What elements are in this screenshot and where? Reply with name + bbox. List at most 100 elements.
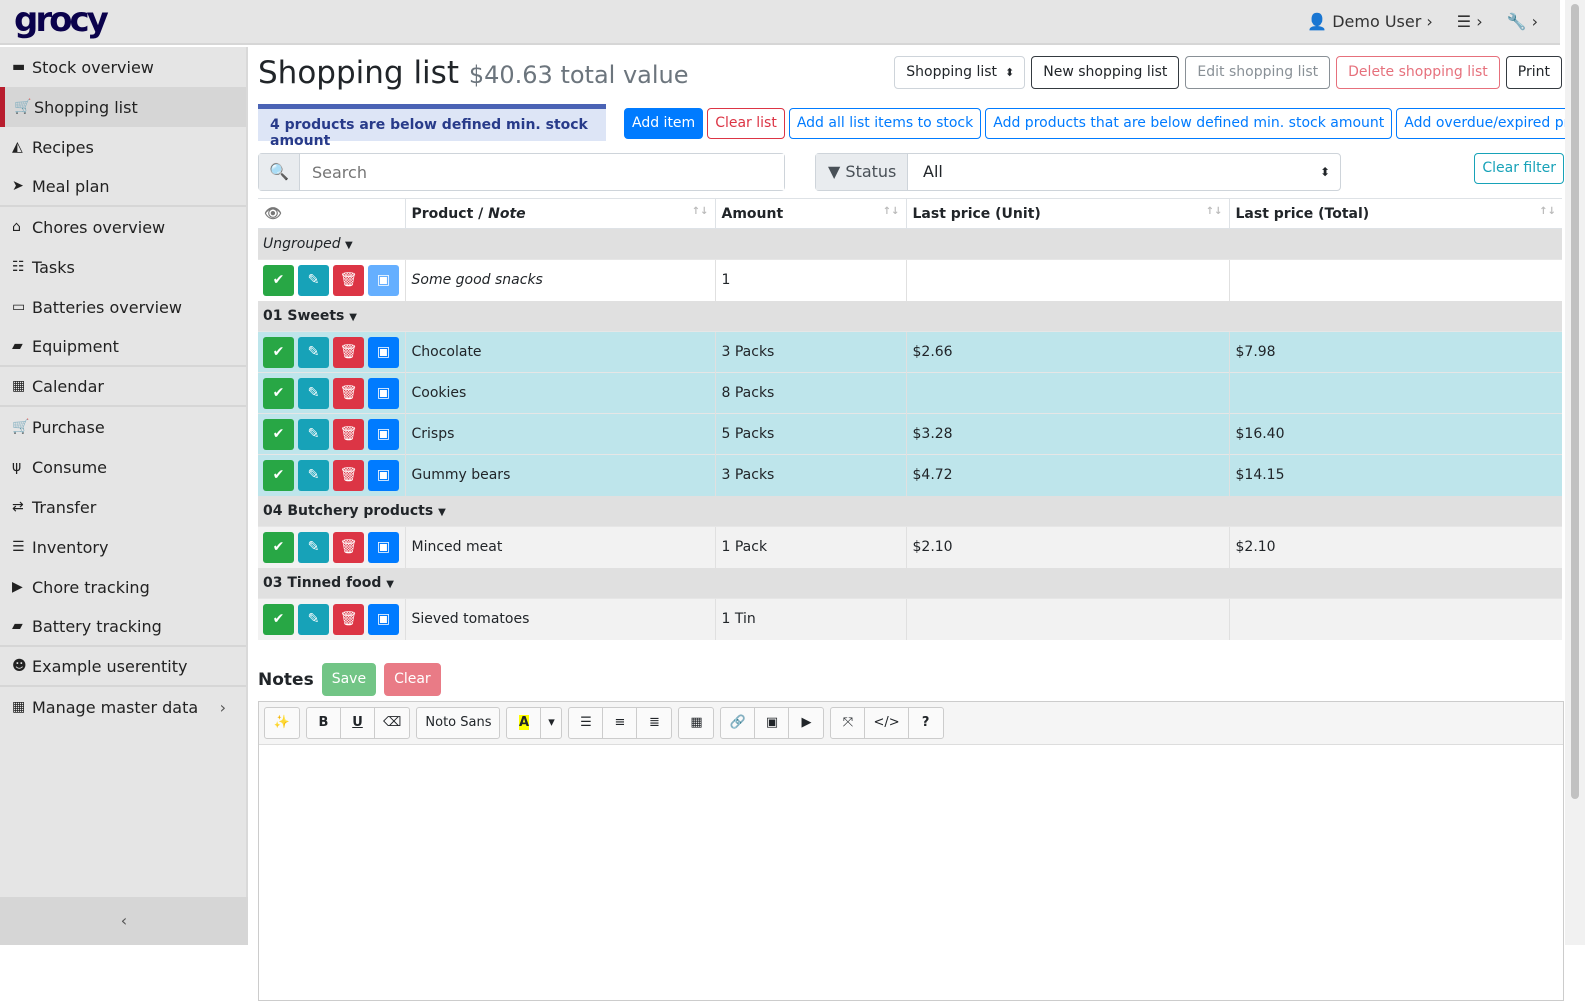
underline-icon[interactable]: U xyxy=(341,708,375,738)
sidebar-item-stock-overview[interactable]: ▬ Stock overview xyxy=(0,47,246,87)
link-icon[interactable]: 🔗 xyxy=(721,708,756,738)
delete-item-button[interactable]: 🗑 xyxy=(333,459,364,491)
add-to-stock-button[interactable]: ▣ xyxy=(368,418,399,450)
product-cell[interactable]: Crisps xyxy=(404,413,715,455)
sidebar-item-calendar[interactable]: ▦ Calendar xyxy=(0,367,246,407)
clear-list-button[interactable]: Clear list xyxy=(707,108,785,139)
eraser-icon[interactable]: ⌫ xyxy=(383,715,402,730)
grocy-logo[interactable]: grocy xyxy=(14,0,109,40)
edit-item-button[interactable]: ✎ xyxy=(298,603,329,635)
mark-done-button[interactable]: ✔ xyxy=(263,264,294,296)
magic-icon[interactable]: ✨ xyxy=(273,715,291,730)
page-scrollbar[interactable] xyxy=(1565,0,1585,945)
below-min-stock-alert[interactable]: 4 products are below defined min. stock … xyxy=(258,104,606,149)
edit-item-button[interactable]: ✎ xyxy=(298,264,329,296)
add-item-button[interactable]: Add item xyxy=(624,108,704,139)
bold-icon[interactable]: B xyxy=(307,708,341,738)
mark-done-button[interactable]: ✔ xyxy=(263,336,294,368)
video-icon[interactable]: ▶ xyxy=(801,715,812,730)
clear-notes-button[interactable]: Clear xyxy=(384,663,441,696)
sidebar-item-example-userentity[interactable]: ☻ Example userentity xyxy=(0,647,246,687)
fullscreen-icon[interactable]: ⤧ xyxy=(831,708,866,738)
status-select[interactable]: All xyxy=(908,154,1340,190)
paragraph-align-icon[interactable]: ≣ xyxy=(649,715,660,730)
mark-done-button[interactable]: ✔ xyxy=(263,459,294,491)
bullet-list-icon[interactable]: ☰ xyxy=(569,708,604,738)
table-icon[interactable]: ▦ xyxy=(690,715,703,730)
product-cell[interactable]: Minced meat xyxy=(404,526,715,568)
sidebar-item-shopping-list[interactable]: 🛒 Shopping list xyxy=(0,87,246,127)
edit-item-button[interactable]: ✎ xyxy=(298,418,329,450)
product-cell[interactable]: Cookies xyxy=(404,372,715,414)
help-icon[interactable]: ? xyxy=(921,715,930,730)
sidebar-item-batteries-overview[interactable]: ▭ Batteries overview xyxy=(0,287,246,327)
group-row[interactable]: 03 Tinned food ▼ xyxy=(258,567,1562,599)
sidebar-item-manage-master-data[interactable]: ▦ Manage master data › xyxy=(0,687,246,727)
sidebar-item-chores-overview[interactable]: ⌂ Chores overview xyxy=(0,207,246,247)
numbered-list-icon[interactable]: ≡ xyxy=(603,708,638,738)
color-dropdown-icon[interactable]: ▾ xyxy=(548,715,555,730)
shopping-list-select[interactable]: Shopping list ⬍ xyxy=(894,56,1026,89)
add-to-stock-button[interactable]: ▣ xyxy=(368,603,399,635)
sidebar-item-battery-tracking[interactable]: ▰ Battery tracking xyxy=(0,607,246,647)
text-color-icon[interactable]: A xyxy=(507,708,542,738)
clear-filter-button[interactable]: Clear filter xyxy=(1474,153,1564,184)
edit-item-button[interactable]: ✎ xyxy=(298,377,329,409)
add-to-stock-button[interactable]: ▣ xyxy=(368,531,399,563)
sidebar-item-inventory[interactable]: ☰ Inventory xyxy=(0,527,246,567)
add-to-stock-button[interactable]: ▣ xyxy=(368,264,399,296)
add-overdue-button[interactable]: Add overdue/expired products xyxy=(1396,108,1585,139)
search-input[interactable] xyxy=(300,154,784,190)
product-cell[interactable]: Sieved tomatoes xyxy=(404,598,715,640)
scrollbar-thumb[interactable] xyxy=(1571,4,1579,799)
group-row[interactable]: Ungrouped ▼ xyxy=(258,228,1562,260)
delete-item-button[interactable]: 🗑 xyxy=(333,377,364,409)
add-below-min-button[interactable]: Add products that are below defined min.… xyxy=(985,108,1393,139)
product-header[interactable]: Product / Note ↑↓ xyxy=(404,198,715,229)
group-row[interactable]: 01 Sweets ▼ xyxy=(258,300,1562,332)
edit-item-button[interactable]: ✎ xyxy=(298,336,329,368)
mark-done-button[interactable]: ✔ xyxy=(263,418,294,450)
delete-item-button[interactable]: 🗑 xyxy=(333,264,364,296)
settings-sliders-icon[interactable]: ☰ › xyxy=(1456,12,1483,31)
mark-done-button[interactable]: ✔ xyxy=(263,377,294,409)
sidebar-item-chore-tracking[interactable]: ▶ Chore tracking xyxy=(0,567,246,607)
add-to-stock-button[interactable]: ▣ xyxy=(368,336,399,368)
last-price-unit-header[interactable]: Last price (Unit) ↑↓ xyxy=(905,198,1229,229)
mark-done-button[interactable]: ✔ xyxy=(263,603,294,635)
sidebar-item-purchase[interactable]: 🛒 Purchase xyxy=(0,407,246,447)
delete-shopping-list-button[interactable]: Delete shopping list xyxy=(1336,56,1500,89)
user-menu[interactable]: 👤 Demo User › xyxy=(1307,12,1433,31)
amount-header[interactable]: Amount ↑↓ xyxy=(714,198,906,229)
add-all-to-stock-button[interactable]: Add all list items to stock xyxy=(788,108,982,139)
save-notes-button[interactable]: Save xyxy=(321,663,377,696)
delete-item-button[interactable]: 🗑 xyxy=(333,336,364,368)
font-family-dropdown[interactable]: Noto Sans xyxy=(425,715,492,730)
sidebar-item-transfer[interactable]: ⇄ Transfer xyxy=(0,487,246,527)
print-button[interactable]: Print xyxy=(1505,56,1562,89)
add-to-stock-button[interactable]: ▣ xyxy=(368,459,399,491)
mark-done-button[interactable]: ✔ xyxy=(263,531,294,563)
notes-editor[interactable]: ✨ B U ⌫ Noto Sans A ▾ ☰ ≡ ≣ ▦ 🔗 ▣ ▶ ⤧ </>? xyxy=(258,701,1564,1001)
last-price-total-header[interactable]: Last price (Total) ↑↓ xyxy=(1228,198,1562,229)
delete-item-button[interactable]: 🗑 xyxy=(333,531,364,563)
sidebar-item-tasks[interactable]: ☷ Tasks xyxy=(0,247,246,287)
sidebar-item-recipes[interactable]: ◭ Recipes xyxy=(0,127,246,167)
product-cell[interactable]: Gummy bears xyxy=(404,454,715,496)
group-row[interactable]: 04 Butchery products ▼ xyxy=(258,495,1562,527)
new-shopping-list-button[interactable]: New shopping list xyxy=(1031,56,1180,89)
edit-item-button[interactable]: ✎ xyxy=(298,459,329,491)
product-cell[interactable]: Chocolate xyxy=(404,331,715,373)
edit-shopping-list-button[interactable]: Edit shopping list xyxy=(1185,56,1331,89)
sidebar-item-equipment[interactable]: ▰ Equipment xyxy=(0,327,246,367)
column-visibility-header[interactable]: 👁 xyxy=(258,198,405,229)
wrench-icon[interactable]: 🔧 › xyxy=(1506,12,1538,31)
delete-item-button[interactable]: 🗑 xyxy=(333,418,364,450)
image-icon[interactable]: ▣ xyxy=(755,708,790,738)
product-cell[interactable]: Some good snacks xyxy=(404,259,715,301)
code-view-icon[interactable]: </> xyxy=(865,708,909,738)
add-to-stock-button[interactable]: ▣ xyxy=(368,377,399,409)
collapse-sidebar-button[interactable]: ‹ xyxy=(0,897,248,945)
sidebar-item-meal-plan[interactable]: ➤ Meal plan xyxy=(0,167,246,207)
edit-item-button[interactable]: ✎ xyxy=(298,531,329,563)
